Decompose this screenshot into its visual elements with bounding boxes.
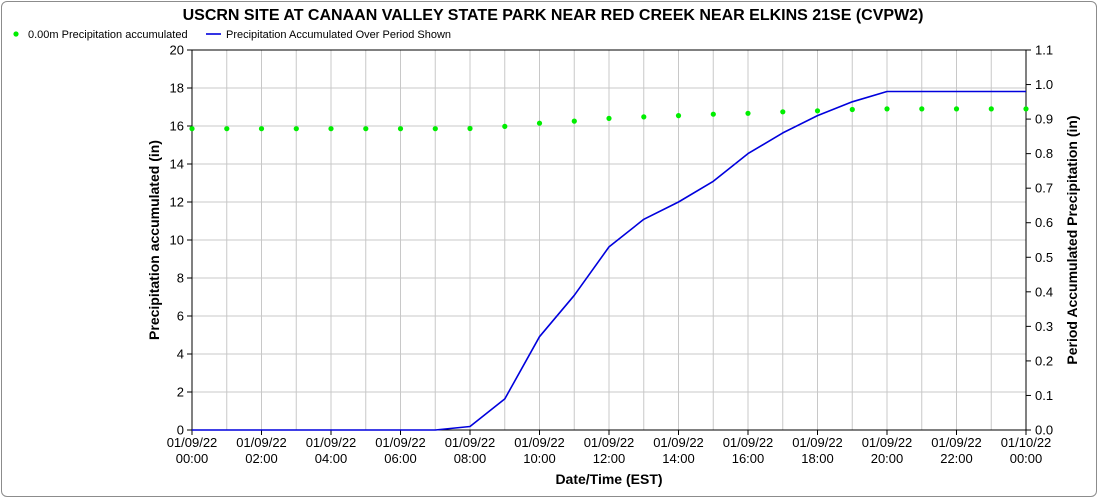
x-tick-label-time: 14:00 xyxy=(662,451,695,466)
y-left-tick-label: 8 xyxy=(177,271,184,286)
y-right-tick-label: 1.0 xyxy=(1035,77,1053,92)
x-tick-label-time: 16:00 xyxy=(732,451,765,466)
x-tick-label-date: 01/10/22 xyxy=(1001,435,1052,450)
data-point xyxy=(953,106,960,112)
y-right-tick-label: 1.1 xyxy=(1035,43,1053,58)
legend: 0.00m Precipitation accumulated Precipit… xyxy=(13,29,451,41)
y-axis-left: 0 2 4 6 8 10 12 14 16 18 20 xyxy=(170,43,192,438)
x-tick-label-date: 01/09/22 xyxy=(792,435,843,450)
data-point xyxy=(536,120,543,126)
y-axis-left-label: Precipitation accumulated (in) xyxy=(146,140,162,340)
legend-label-points: 0.00m Precipitation accumulated xyxy=(28,29,188,41)
data-point xyxy=(814,108,821,114)
y-right-tick-label: 0.2 xyxy=(1035,353,1053,368)
grid xyxy=(191,49,1027,431)
x-tick-label-date: 01/09/22 xyxy=(236,435,287,450)
data-point xyxy=(293,126,299,132)
x-tick-label-time: 10:00 xyxy=(523,451,556,466)
y-right-tick-label: 0.0 xyxy=(1035,423,1053,438)
x-tick-label-time: 02:00 xyxy=(245,451,278,466)
x-tick-label-time: 00:00 xyxy=(176,451,209,466)
data-point xyxy=(397,126,404,132)
data-point xyxy=(224,126,230,132)
x-tick-label-time: 22:00 xyxy=(940,451,973,466)
data-point xyxy=(780,109,786,115)
data-point xyxy=(502,123,508,129)
x-tick-label-date: 01/09/22 xyxy=(306,435,357,450)
x-axis: 01/09/2200:0001/09/2202:0001/09/2204:000… xyxy=(167,430,1052,466)
y-left-tick-label: 2 xyxy=(177,385,184,400)
x-tick-label-time: 06:00 xyxy=(384,451,417,466)
x-tick-label-time: 18:00 xyxy=(801,451,834,466)
x-tick-label-time: 04:00 xyxy=(315,451,348,466)
x-tick-label-date: 01/09/22 xyxy=(167,435,218,450)
y-right-tick-label: 0.7 xyxy=(1035,181,1053,196)
y-left-tick-label: 12 xyxy=(170,195,184,210)
data-point xyxy=(884,106,890,112)
y-left-tick-label: 20 xyxy=(170,43,184,58)
y-right-tick-label: 0.3 xyxy=(1035,319,1053,334)
series-precipitation-accumulated xyxy=(189,106,1029,132)
x-tick-label-date: 01/09/22 xyxy=(584,435,635,450)
x-tick-label-time: 12:00 xyxy=(593,451,626,466)
x-tick-label-date: 01/09/22 xyxy=(514,435,565,450)
x-tick-label-time: 20:00 xyxy=(871,451,904,466)
y-left-tick-label: 4 xyxy=(177,347,184,362)
y-right-tick-label: 0.5 xyxy=(1035,250,1053,265)
x-tick-label-time: 00:00 xyxy=(1010,451,1043,466)
x-tick-label-date: 01/09/22 xyxy=(653,435,704,450)
y-left-tick-label: 6 xyxy=(177,309,184,324)
y-right-tick-label: 0.8 xyxy=(1035,146,1053,161)
y-left-tick-label: 10 xyxy=(170,233,184,248)
data-point xyxy=(849,106,855,113)
data-point xyxy=(1023,106,1029,112)
y-axis-right: 0.0 0.1 0.2 0.3 0.4 0.5 0.6 0.7 0.8 0.9 1.0 1.1 xyxy=(1026,43,1053,438)
data-point xyxy=(710,111,716,117)
data-point xyxy=(919,106,925,112)
series-period-accumulated xyxy=(192,90,1026,431)
data-point xyxy=(641,114,647,120)
x-tick-label-date: 01/09/22 xyxy=(375,435,426,450)
y-right-tick-label: 0.9 xyxy=(1035,112,1053,127)
data-point xyxy=(467,125,473,132)
data-point xyxy=(432,126,438,132)
x-tick-label-date: 01/09/22 xyxy=(862,435,913,450)
data-point xyxy=(745,110,751,116)
x-tick-label-date: 01/09/22 xyxy=(723,435,774,450)
y-right-tick-label: 0.1 xyxy=(1035,388,1053,403)
x-axis-label: Date/Time (EST) xyxy=(555,471,662,487)
data-point xyxy=(363,126,369,132)
legend-label-line: Precipitation Accumulated Over Period Sh… xyxy=(226,29,451,41)
legend-marker-points xyxy=(13,31,19,37)
x-tick-label-date: 01/09/22 xyxy=(445,435,496,450)
y-axis-right-label: Period Accumulated Precipitation (in) xyxy=(1064,115,1080,364)
chart-title: USCRN SITE AT CANAAN VALLEY STATE PARK N… xyxy=(183,7,924,24)
data-point xyxy=(571,118,577,124)
data-point xyxy=(328,126,334,132)
y-right-tick-label: 0.4 xyxy=(1035,284,1053,299)
y-left-tick-label: 18 xyxy=(170,81,184,96)
data-point xyxy=(189,126,195,132)
data-point xyxy=(606,115,612,121)
x-tick-label-date: 01/09/22 xyxy=(931,435,982,450)
data-point xyxy=(675,113,682,119)
x-tick-label-time: 08:00 xyxy=(454,451,487,466)
series-line-path xyxy=(192,90,1026,431)
y-left-tick-label: 0 xyxy=(177,423,184,438)
data-point xyxy=(258,126,265,132)
y-left-tick-label: 14 xyxy=(170,157,184,172)
y-left-tick-label: 16 xyxy=(170,119,184,134)
y-right-tick-label: 0.6 xyxy=(1035,215,1053,230)
data-point xyxy=(988,106,994,112)
